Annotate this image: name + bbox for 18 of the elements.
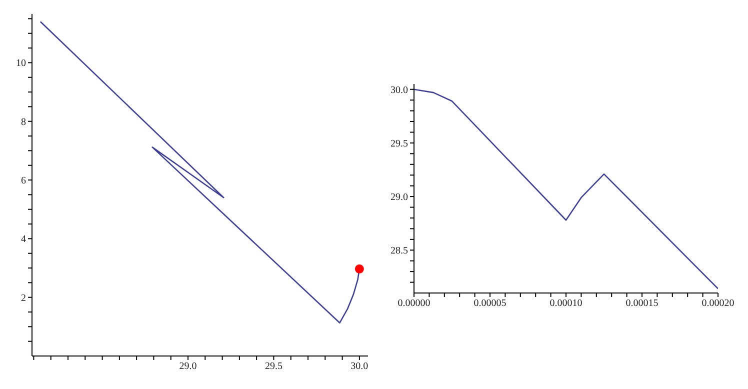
y-tick-label: 6 [21, 176, 26, 187]
y-tick-label: 28.5 [390, 246, 408, 257]
x-tick-label: 0.00000 [398, 298, 430, 310]
y-tick-label: 29.0 [390, 192, 408, 204]
y-tick-label: 29.5 [390, 138, 408, 150]
y-tick-label: 30.0 [390, 84, 408, 96]
x-tick-label: 29.5 [264, 361, 282, 372]
x-tick-label: 0.00005 [474, 298, 506, 310]
x-tick-label: 30.0 [350, 361, 368, 372]
x-tick-label: 0.00015 [626, 298, 658, 310]
x-tick-label: 0.00010 [550, 298, 582, 310]
x-tick-label: 0.00020 [702, 298, 734, 310]
y-tick-label: 10 [16, 58, 26, 70]
x-tick-label: 29.0 [179, 361, 197, 372]
y-tick-label: 4 [21, 234, 26, 246]
line-series [414, 88, 718, 290]
y-tick-label: 2 [21, 292, 26, 304]
y-tick-label: 8 [21, 116, 26, 128]
